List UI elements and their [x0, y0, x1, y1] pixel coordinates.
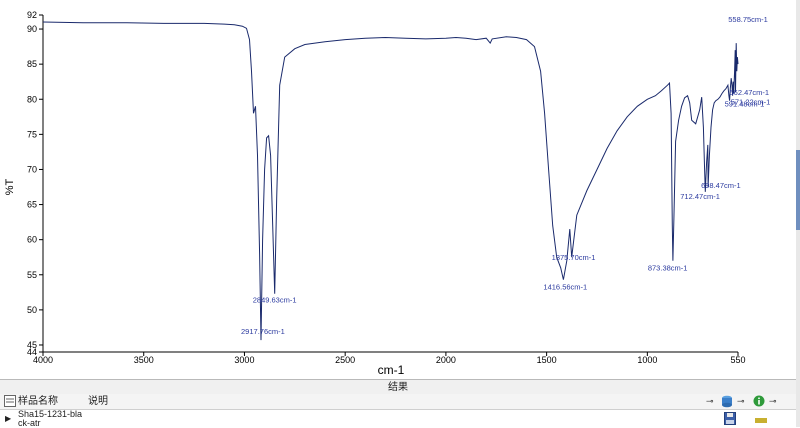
y-tick-label: 44 — [27, 347, 37, 357]
results-table-header: 样品名称 说明 ⊸ ⊸ ⊸ — [0, 394, 796, 410]
cell-sample-name: Sha15-1231-black-atr — [18, 409, 83, 428]
y-axis-label: %T — [4, 178, 16, 195]
x-tick-label: 1000 — [637, 355, 657, 365]
peak-label: 873.38cm-1 — [648, 264, 688, 273]
x-tick-label: 3500 — [134, 355, 154, 365]
column-header-sample-name[interactable]: 样品名称 — [18, 396, 58, 407]
scrollbar-thumb[interactable] — [796, 150, 800, 230]
y-tick-label: 80 — [27, 94, 37, 104]
spectrum-line-0 — [42, 21, 739, 341]
y-tick-label: 55 — [27, 270, 37, 280]
axes: 4000 3500 3000 2500 2000 1500 1000 550 92 90 85 80 7… — [27, 10, 746, 365]
save-icon[interactable] — [724, 412, 736, 427]
peak-label: 1375.70cm-1 — [552, 253, 596, 262]
peak-label: 712.47cm-1 — [680, 192, 720, 201]
y-tick-label: 90 — [27, 24, 37, 34]
pin-icon[interactable]: ⊸ — [769, 396, 777, 406]
y-tick-label: 85 — [27, 59, 37, 69]
x-tick-label: 550 — [730, 355, 745, 365]
x-tick-label: 4000 — [33, 355, 53, 365]
peak-label: 698.47cm-1 — [701, 181, 741, 190]
peak-label: 571.22cm-1 — [731, 98, 771, 107]
pin-icon[interactable]: ⊸ — [706, 396, 714, 406]
x-axis-label: cm-1 — [378, 363, 405, 377]
spectrum-chart: 4000 3500 3000 2500 2000 1500 1000 550 92 90 85 80 7… — [4, 10, 770, 377]
row-selector-icon[interactable]: ▶ — [5, 414, 12, 423]
peak-annotations: 2917.76cm-1 2849.63cm-1 1416.56cm-1 1375.70… — [241, 15, 770, 336]
x-tick-label: 2000 — [436, 355, 456, 365]
peak-label: 2917.76cm-1 — [241, 327, 285, 336]
spectrum-chart-area: 4000 3500 3000 2500 2000 1500 1000 550 92 90 85 80 7… — [4, 10, 771, 377]
peak-label: 2849.63cm-1 — [253, 296, 297, 305]
table-menu-icon[interactable] — [4, 395, 16, 412]
y-tick-label: 70 — [27, 164, 37, 174]
peak-label: 591.48cm-1 — [725, 100, 765, 109]
y-tick-label: 60 — [27, 235, 37, 245]
column-header-description[interactable]: 说明 — [88, 396, 108, 407]
table-row[interactable]: ▶ Sha15-1231-black-atr — [0, 409, 796, 428]
pin-icon[interactable]: ⊸ — [737, 396, 745, 406]
x-tick-label: 1500 — [537, 355, 557, 365]
peak-label: 1416.56cm-1 — [543, 283, 587, 292]
y-tick-label: 65 — [27, 200, 37, 210]
y-tick-label: 45 — [27, 340, 37, 350]
peak-label: 562.47cm-1 — [729, 88, 769, 97]
vertical-scrollbar[interactable] — [796, 0, 800, 427]
y-tick-label: 92 — [27, 10, 37, 20]
x-tick-label: 2500 — [335, 355, 355, 365]
x-tick-label: 3000 — [234, 355, 254, 365]
status-bar-icon — [755, 415, 767, 425]
y-tick-label: 50 — [27, 305, 37, 315]
peak-label: 558.75cm-1 — [728, 15, 768, 24]
database-icon[interactable] — [721, 395, 733, 413]
y-tick-label: 75 — [27, 129, 37, 139]
info-icon[interactable] — [753, 395, 765, 412]
series-layer — [42, 21, 739, 341]
